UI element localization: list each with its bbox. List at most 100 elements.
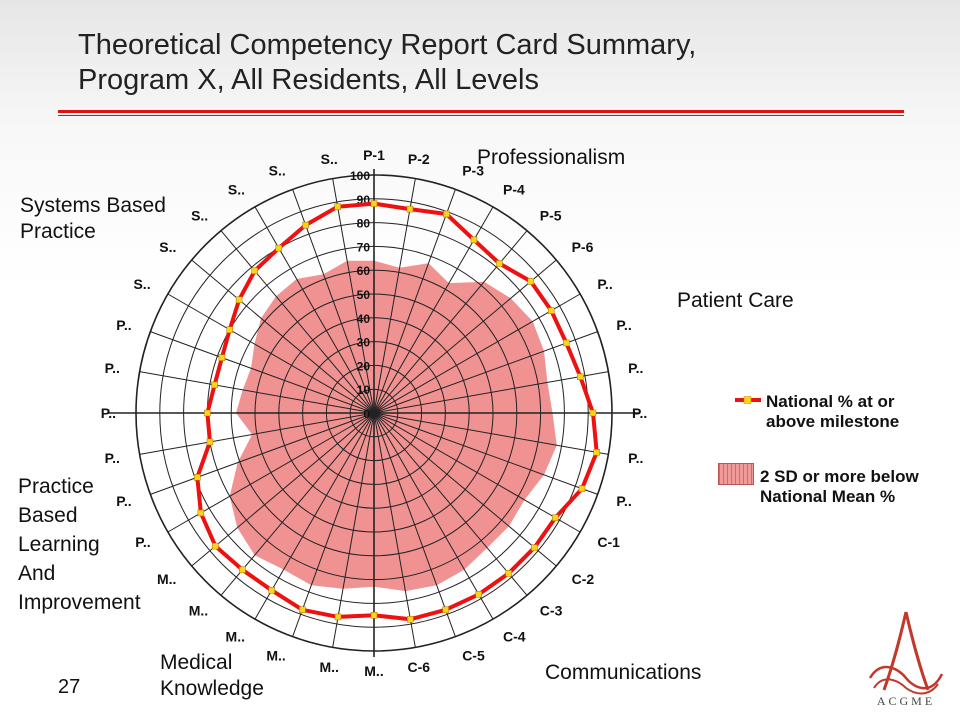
national-point <box>212 542 219 550</box>
legend-national-line-2: above milestone <box>766 412 900 431</box>
grid-spoke <box>150 412 375 495</box>
grid-spoke <box>332 412 375 648</box>
category-label: S.. <box>321 151 338 167</box>
logo-text: ACGME <box>876 694 936 708</box>
national-point <box>577 373 584 380</box>
slide-title-line-1: Theoretical Competency Report Card Summa… <box>78 29 697 61</box>
group-label-communications-text: Communications <box>545 661 702 684</box>
category-label: M.. <box>157 571 176 587</box>
grid-spoke <box>373 412 494 620</box>
category-label: C-5 <box>462 647 485 663</box>
national-point <box>299 606 306 614</box>
grid-spoke <box>373 412 456 637</box>
title-rule-thin <box>58 115 904 116</box>
radial-tick-label: 10 <box>357 383 371 397</box>
national-point <box>552 514 559 521</box>
group-label-practice-line-4: And <box>18 562 56 585</box>
national-point <box>505 570 512 577</box>
category-label: S.. <box>159 239 176 255</box>
radial-tick-label: 60 <box>357 264 371 278</box>
national-point <box>218 354 226 361</box>
category-label: P-6 <box>572 239 594 255</box>
category-label: S.. <box>228 182 245 198</box>
grid-spoke <box>373 371 609 414</box>
legend-below-swatch-icon <box>718 463 754 485</box>
national-point <box>194 474 201 481</box>
national-point <box>334 203 341 210</box>
grid-spoke <box>139 371 375 414</box>
group-label-practice-line-2: Based <box>18 504 78 527</box>
category-label: M.. <box>266 647 285 663</box>
grid-spoke <box>373 293 581 414</box>
grid-spoke <box>373 178 416 414</box>
group-label-patient-care-text: Patient Care <box>677 289 794 312</box>
national-point <box>496 260 503 267</box>
national-point <box>211 381 218 389</box>
category-label: P.. <box>616 317 631 333</box>
national-point <box>268 587 275 594</box>
national-point <box>251 267 258 275</box>
category-label: C-6 <box>408 659 431 675</box>
national-point <box>589 409 597 417</box>
national-point <box>442 606 449 614</box>
category-label: P.. <box>616 493 631 509</box>
grid-spoke <box>191 412 375 567</box>
national-point <box>370 200 378 207</box>
grid-spoke <box>191 259 375 414</box>
category-label: P.. <box>105 450 120 466</box>
grid-spoke <box>373 412 557 567</box>
category-label: S.. <box>269 163 286 179</box>
national-point <box>578 485 586 492</box>
grid-spoke <box>220 412 375 596</box>
national-point <box>475 591 482 598</box>
title-rule <box>58 110 904 113</box>
category-label: M.. <box>364 663 383 679</box>
national-point <box>275 244 283 252</box>
category-label: P.. <box>632 405 647 421</box>
category-label: M.. <box>319 659 338 675</box>
legend-national-line-1: National % at or <box>766 392 895 411</box>
national-point <box>470 236 478 244</box>
category-label: C-2 <box>572 571 595 587</box>
grid-spoke <box>373 412 416 648</box>
radial-tick-label: 100 <box>350 169 370 183</box>
category-label: M.. <box>226 628 245 644</box>
grid-spoke <box>139 412 375 455</box>
radial-tick-label: 80 <box>357 217 371 231</box>
grid-spoke <box>332 178 375 414</box>
national-point <box>334 613 342 621</box>
below-mean-area <box>229 260 557 592</box>
acgme-logo-icon <box>868 611 944 695</box>
category-label: P.. <box>628 360 643 376</box>
page-number: 27 <box>58 676 81 698</box>
national-point <box>370 612 378 619</box>
legend-national-label: National % at or above milestone <box>766 392 899 432</box>
group-label-medical-line-1: Medical <box>160 651 233 674</box>
group-label-professionalism: Professionalism <box>477 145 625 171</box>
category-label: M.. <box>189 603 208 619</box>
category-label: S.. <box>191 207 208 223</box>
legend-below-line-2: National Mean % <box>760 487 896 506</box>
group-label-practice-line-5: Improvement <box>18 591 141 614</box>
category-label: P.. <box>135 534 150 550</box>
national-point <box>302 221 309 229</box>
category-label: S.. <box>133 276 150 292</box>
group-label-practice-based-learning: Practice Based Learning And Improvement <box>18 472 141 617</box>
grid-spoke <box>373 412 581 533</box>
group-label-patient-care: Patient Care <box>677 288 794 314</box>
category-label: C-1 <box>597 534 620 550</box>
category-label: P.. <box>628 450 643 466</box>
group-label-practice-line-3: Learning <box>18 533 100 556</box>
category-label: P.. <box>597 276 612 292</box>
group-label-systems-line-1: Systems Based <box>20 194 166 217</box>
radial-tick-label: 20 <box>357 359 371 373</box>
category-label: P-1 <box>363 147 385 163</box>
grid-spoke <box>373 259 557 414</box>
category-label: P-5 <box>540 207 562 223</box>
group-label-practice-line-1: Practice <box>18 475 94 498</box>
national-point <box>235 296 243 304</box>
category-label: P-3 <box>462 163 484 179</box>
national-point <box>204 409 211 417</box>
national-point <box>226 326 233 333</box>
group-label-medical-line-2: Knowledge <box>160 677 264 700</box>
